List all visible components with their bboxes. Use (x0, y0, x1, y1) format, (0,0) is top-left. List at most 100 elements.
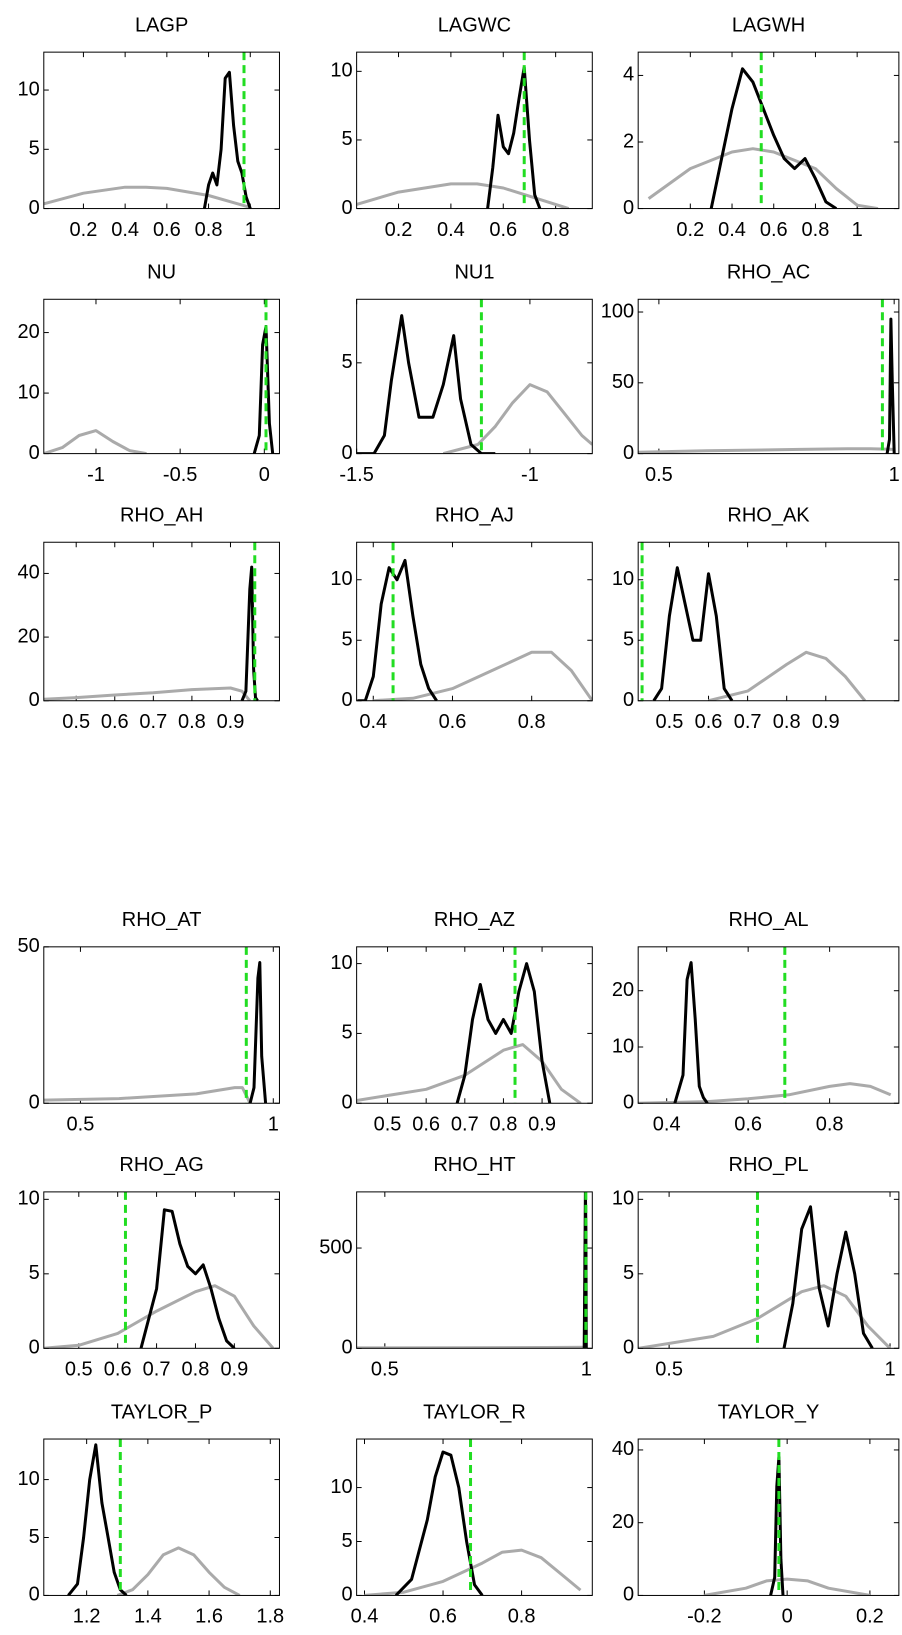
x-tick-label: 0.4 (718, 219, 746, 241)
x-tick-label: 0.4 (437, 219, 465, 241)
x-tick-label: 0.4 (653, 1114, 681, 1136)
panel: RHO_AC 0.5 1 0 50 100 (601, 262, 900, 486)
x-tick-label: 0.8 (490, 1114, 518, 1136)
y-tick-label: 10 (330, 1476, 352, 1498)
panel-title: NU (147, 262, 176, 284)
plot-area (364, 1439, 582, 1596)
y-tick-label: 20 (612, 979, 634, 1001)
panel-title: LAGWC (438, 14, 511, 36)
x-tick-label: 0.6 (734, 1114, 762, 1136)
x-tick-label: -1 (87, 464, 105, 486)
plot-frame (356, 946, 593, 1104)
y-tick-label: 0 (29, 689, 40, 711)
prior-line (43, 1086, 252, 1104)
panel-title: RHO_AG (119, 1154, 203, 1176)
x-tick-label: 0.7 (451, 1114, 479, 1136)
prior-line (708, 650, 867, 701)
panel-title: RHO_AH (120, 505, 203, 527)
y-tick-label: 0 (342, 442, 353, 464)
plot-frame (356, 1438, 593, 1596)
x-tick-label: 1.2 (73, 1606, 101, 1628)
y-tick-label: 0 (623, 1584, 634, 1606)
x-tick-label: 0.6 (412, 1114, 440, 1136)
panel: TAYLOR_P 1.2 1.4 1.6 1.8 0 5 10 (18, 1401, 285, 1627)
x-tick-label: 0.8 (508, 1606, 536, 1628)
y-tick-label: 10 (612, 1188, 634, 1210)
x-tick-label: 0.9 (812, 711, 840, 733)
panel: RHO_AZ 0.5 0.6 0.7 0.8 0.9 0 5 10 (330, 909, 593, 1136)
panel-title: RHO_AZ (434, 909, 515, 931)
y-tick-label: 10 (612, 1035, 634, 1057)
plot-frame (637, 1438, 900, 1596)
y-tick-label: 5 (342, 351, 353, 373)
prior-line (647, 147, 879, 209)
plot-area (638, 299, 896, 454)
y-tick-label: 5 (623, 629, 634, 651)
plot-frame (637, 541, 900, 702)
posterior-line (652, 566, 734, 701)
x-tick-label: 0.5 (371, 1359, 399, 1381)
y-tick-label: 0 (623, 1337, 634, 1359)
prior-line (43, 686, 251, 701)
plot-frame (43, 1438, 280, 1596)
posterior-line (486, 65, 542, 209)
posterior-line (139, 1208, 236, 1349)
panel: RHO_AH 0.5 0.6 0.7 0.8 0.9 0 20 40 (18, 505, 280, 733)
prior-line (364, 1548, 582, 1596)
posterior-line (248, 961, 268, 1104)
y-tick-label: 5 (29, 1262, 40, 1284)
y-tick-label: 5 (29, 1526, 40, 1548)
posterior-line (673, 961, 709, 1104)
posterior-line (357, 558, 438, 701)
panel-title: RHO_AC (727, 262, 810, 284)
plot-frame (356, 51, 593, 210)
prior-line (116, 1546, 241, 1596)
plot-area (43, 542, 259, 701)
x-tick-label: -0.5 (163, 464, 197, 486)
y-tick-label: 10 (330, 568, 352, 590)
plot-frame (637, 298, 900, 455)
prior-line (356, 1043, 582, 1104)
plot-area (638, 946, 892, 1104)
plot-frame (356, 541, 593, 702)
panel: RHO_AT 0.5 1 0 50 (18, 909, 280, 1136)
x-tick-label: 0.6 (489, 219, 517, 241)
y-tick-label: 50 (18, 935, 40, 957)
x-tick-label: 0.6 (104, 1359, 132, 1381)
panel: RHO_AK 0.5 0.6 0.7 0.8 0.9 0 5 10 (612, 505, 900, 733)
x-tick-label: 0.4 (351, 1606, 379, 1628)
x-tick-label: 1 (884, 1359, 895, 1381)
y-tick-label: 0 (29, 1584, 40, 1606)
panel-title: LAGP (135, 14, 188, 36)
plot-frame (43, 298, 280, 455)
x-tick-label: 0.8 (195, 219, 223, 241)
x-tick-label: 0.7 (143, 1359, 171, 1381)
x-tick-label: 0.9 (528, 1114, 556, 1136)
x-tick-label: -1 (521, 464, 539, 486)
y-tick-label: 2 (623, 130, 634, 152)
plot-area (640, 542, 867, 701)
y-tick-label: 10 (330, 60, 352, 82)
plot-frame (43, 1191, 280, 1349)
panel-title: RHO_HT (433, 1154, 515, 1176)
posterior-line (252, 325, 275, 454)
x-tick-label: 0.5 (62, 711, 90, 733)
posterior-line (709, 67, 838, 209)
plot-area (357, 542, 593, 701)
panel-title: TAYLOR_Y (718, 1401, 820, 1423)
y-tick-label: 20 (18, 321, 40, 343)
y-tick-label: 10 (330, 952, 352, 974)
x-tick-label: 0.8 (816, 1114, 844, 1136)
plot-area (638, 1191, 892, 1349)
y-tick-label: 10 (612, 568, 634, 590)
y-tick-label: 5 (342, 128, 353, 150)
plot-area (704, 1439, 871, 1596)
x-tick-label: 0.4 (111, 219, 139, 241)
panel-title: RHO_AT (122, 909, 202, 931)
x-tick-label: 0.8 (802, 219, 830, 241)
y-tick-label: 0 (29, 197, 40, 219)
x-tick-label: 0.4 (359, 711, 387, 733)
posterior-line (782, 1205, 874, 1349)
